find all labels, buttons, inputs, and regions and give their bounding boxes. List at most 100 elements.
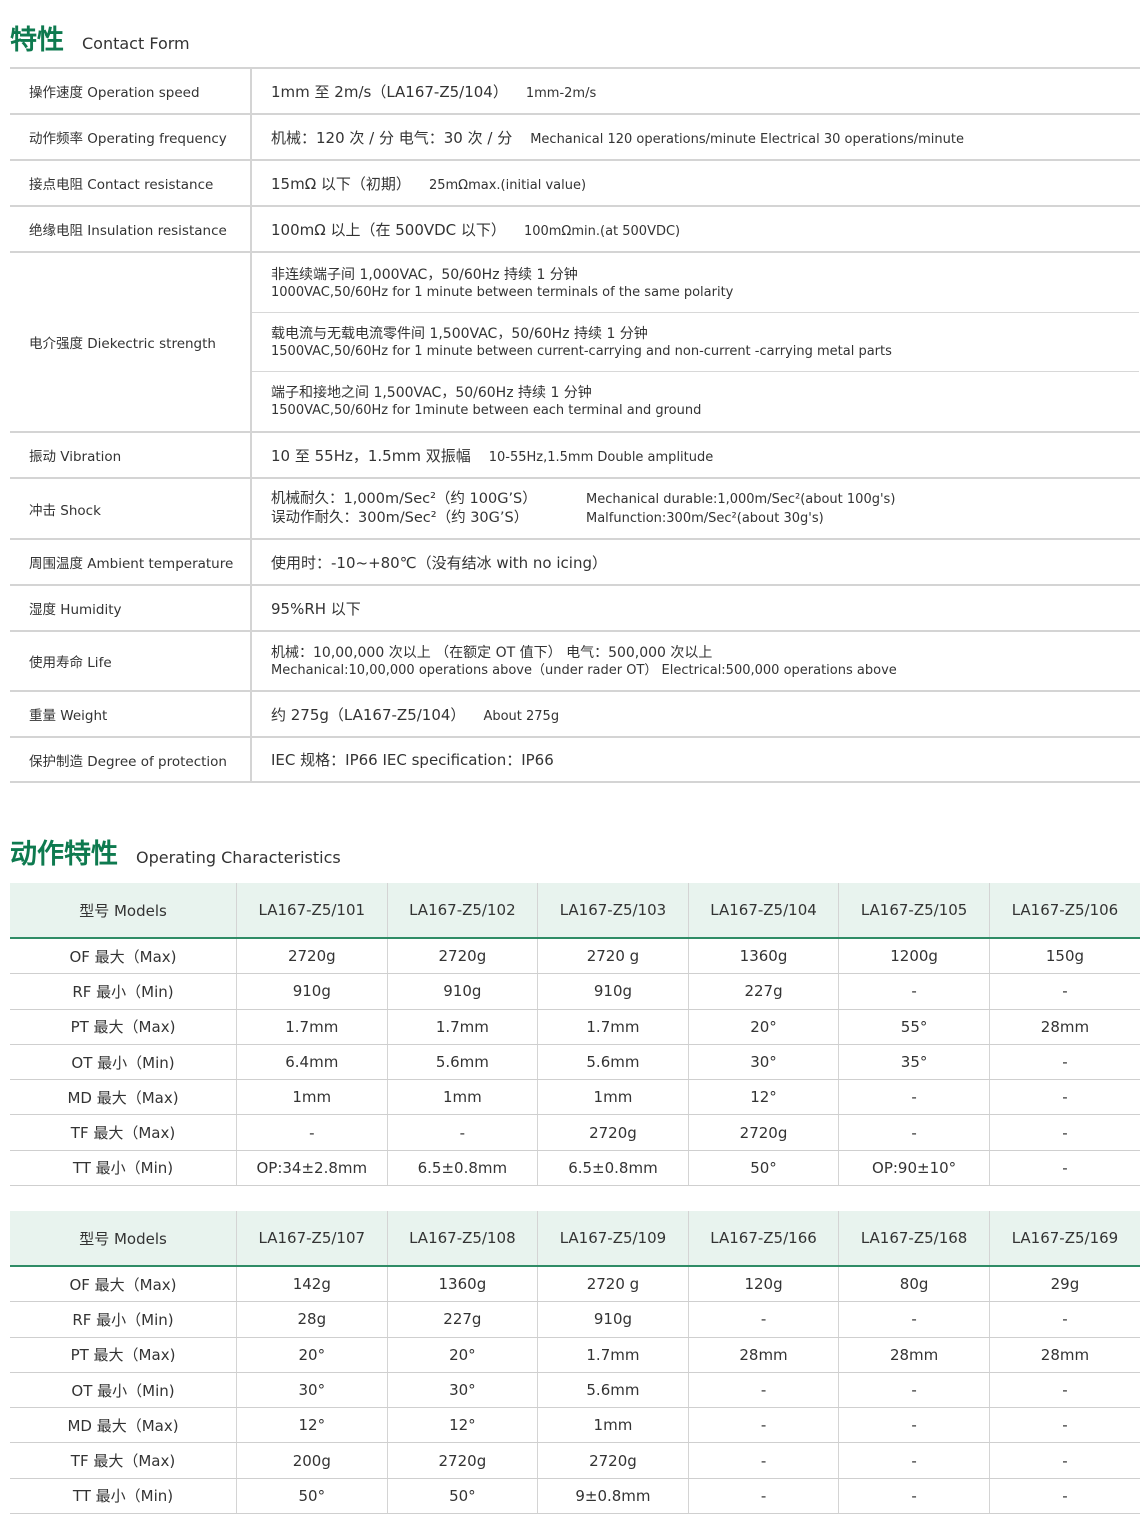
- table-body: OF 最大（Max) 142g 1360g 2720 g 120g 80g 29g RF 最小…: [10, 1266, 1140, 1515]
- section-title-en: Operating Characteristics: [136, 848, 341, 867]
- table-cell: OP:90±10°: [838, 1150, 990, 1187]
- parameter-label: RF 最小（Min): [10, 1301, 237, 1338]
- parameter-label: OT 最小（Min): [10, 1044, 237, 1081]
- table-body: OF 最大（Max) 2720g 2720g 2720 g 1360g 1200g 150g…: [10, 938, 1140, 1187]
- model-header: LA167-Z5/101: [236, 883, 388, 939]
- table-cell: -: [688, 1301, 840, 1338]
- model-header: LA167-Z5/104: [688, 883, 840, 939]
- table-row: PT 最大（Max) 20° 20° 1.7mm 28mm 28mm 28mm: [10, 1337, 1140, 1373]
- table-cell: -: [838, 973, 990, 1010]
- table-row: OF 最大（Max) 142g 1360g 2720 g 120g 80g 29g: [10, 1266, 1140, 1303]
- spec-label: 绝缘电阻 Insulation resistance: [10, 205, 252, 253]
- header-row: 型号 Models LA167-Z5/101 LA167-Z5/102 LA167-Z…: [10, 883, 1140, 939]
- value-main: 约 275g（LA167-Z5/104）: [271, 705, 466, 724]
- value-main: 1mm 至 2m/s（LA167-Z5/104）: [271, 82, 508, 101]
- value-sub: About 275g: [483, 708, 560, 724]
- models-label-header: 型号 Models: [10, 883, 237, 939]
- parameter-label: OF 最大（Max): [10, 938, 237, 975]
- table-cell: 12°: [688, 1079, 840, 1116]
- table-cell: 142g: [236, 1266, 388, 1303]
- dielectric-item: 非连续端子间 1,000VAC，50/60Hz 持续 1 分钟 1000VAC,5…: [252, 254, 1139, 313]
- table-cell: 910g: [387, 973, 539, 1010]
- spec-label: 冲击 Shock: [10, 477, 252, 540]
- value-zh: 端子和接地之间 1,500VAC，50/60Hz 持续 1 分钟: [271, 385, 592, 401]
- table-cell: 1360g: [688, 938, 840, 975]
- value-main: 10 至 55Hz，1.5mm 双振幅: [271, 446, 471, 465]
- table-cell: 80g: [838, 1266, 990, 1303]
- table-cell: 12°: [236, 1407, 388, 1444]
- spec-row: 使用寿命 Life 机械：10,00,000 次以上 （在额定 OT 值下） 电气…: [10, 630, 1140, 692]
- spec-table: 操作速度 Operation speed 1mm 至 2m/s（LA167-Z5/…: [10, 67, 1140, 783]
- spec-value: 机械耐久：1,000m/Sec²（约 100G’S） Mechanical dur…: [251, 477, 1140, 540]
- dielectric-item: 载电流与无载电流零件间 1,500VAC，50/60Hz 持续 1 分钟 1500…: [252, 313, 1139, 372]
- table-row: RF 最小（Min) 910g 910g 910g 227g - -: [10, 973, 1140, 1010]
- spec-label: 使用寿命 Life: [10, 630, 252, 692]
- parameter-label: PT 最大（Max): [10, 1009, 237, 1045]
- table-cell: 200g: [236, 1442, 388, 1479]
- parameter-label: OT 最小（Min): [10, 1372, 237, 1409]
- table-row: MD 最大（Max) 12° 12° 1mm - - -: [10, 1407, 1140, 1444]
- model-header: LA167-Z5/109: [537, 1211, 689, 1267]
- section-title-zh: 特性: [10, 25, 64, 56]
- table-cell: OP:34±2.8mm: [236, 1150, 388, 1187]
- table-cell: 2720g: [387, 1442, 539, 1479]
- value-main: 机械：120 次 / 分 电气：30 次 / 分: [271, 128, 513, 147]
- value-zh: 机械耐久：1,000m/Sec²（约 100G’S）: [271, 490, 537, 507]
- table-cell: 6.4mm: [236, 1044, 388, 1081]
- model-header: LA167-Z5/106: [989, 883, 1140, 939]
- operating-table-2: 型号 Models LA167-Z5/107 LA167-Z5/108 LA167-Z…: [10, 1211, 1140, 1515]
- spec-value: 95%RH 以下: [251, 584, 1140, 632]
- table-cell: -: [989, 973, 1140, 1010]
- table-row: TT 最小（Min) OP:34±2.8mm 6.5±0.8mm 6.5±0.8mm 5…: [10, 1150, 1140, 1187]
- spec-row: 保护制造 Degree of protection IEC 规格：IP66 IEC…: [10, 736, 1140, 783]
- table-cell: 6.5±0.8mm: [537, 1150, 689, 1187]
- table-cell: 50°: [236, 1478, 388, 1515]
- table-cell: 1mm: [537, 1079, 689, 1116]
- spec-value: 约 275g（LA167-Z5/104） About 275g: [251, 690, 1140, 738]
- spec-value: 机械：120 次 / 分 电气：30 次 / 分 Mechanical 120 o…: [251, 113, 1140, 161]
- table-cell: -: [688, 1442, 840, 1479]
- table-cell: -: [387, 1114, 539, 1151]
- spec-label: 周围温度 Ambient temperature: [10, 538, 252, 586]
- models-label-header: 型号 Models: [10, 1211, 237, 1267]
- spec-value: 1mm 至 2m/s（LA167-Z5/104） 1mm-2m/s: [251, 67, 1140, 115]
- table-cell: 30°: [236, 1372, 388, 1409]
- table-cell: 50°: [688, 1150, 840, 1187]
- parameter-label: PT 最大（Max): [10, 1337, 237, 1373]
- operating-table-1: 型号 Models LA167-Z5/101 LA167-Z5/102 LA167-Z…: [10, 883, 1140, 1187]
- table-cell: 2720g: [537, 1114, 689, 1151]
- value-en: 1500VAC,50/60Hz for 1minute between each…: [271, 403, 702, 418]
- table-cell: -: [838, 1407, 990, 1444]
- table-cell: 55°: [838, 1009, 990, 1045]
- value-en: Mechanical:10,00,000 operations above（un…: [271, 663, 897, 678]
- table-cell: 2720 g: [537, 938, 689, 975]
- table-cell: 227g: [688, 973, 840, 1010]
- table-row: PT 最大（Max) 1.7mm 1.7mm 1.7mm 20° 55° 28mm: [10, 1009, 1140, 1045]
- value-main: 使用时：-10~+80℃（没有结冰 with no icing）: [271, 553, 607, 572]
- table-cell: 5.6mm: [537, 1044, 689, 1081]
- table-cell: 1mm: [387, 1079, 539, 1116]
- table-cell: 150g: [989, 938, 1140, 975]
- table-row: OT 最小（Min) 30° 30° 5.6mm - - -: [10, 1372, 1140, 1409]
- value-en: 1500VAC,50/60Hz for 1 minute between cur…: [271, 344, 892, 359]
- value-sub: 1mm-2m/s: [525, 85, 597, 101]
- spec-value: 机械：10,00,000 次以上 （在额定 OT 值下） 电气：500,000 …: [251, 630, 1140, 692]
- spec-label: 接点电阻 Contact resistance: [10, 159, 252, 207]
- parameter-label: TT 最小（Min): [10, 1478, 237, 1515]
- table-cell: 1.7mm: [236, 1009, 388, 1045]
- spec-label: 操作速度 Operation speed: [10, 67, 252, 115]
- model-header: LA167-Z5/169: [989, 1211, 1140, 1267]
- value-zh: 载电流与无载电流零件间 1,500VAC，50/60Hz 持续 1 分钟: [271, 326, 648, 342]
- model-header: LA167-Z5/107: [236, 1211, 388, 1267]
- table-cell: -: [236, 1114, 388, 1151]
- parameter-label: MD 最大（Max): [10, 1407, 237, 1444]
- table-cell: -: [838, 1114, 990, 1151]
- table-header: 型号 Models LA167-Z5/101 LA167-Z5/102 LA167-Z…: [10, 883, 1140, 939]
- table-cell: 5.6mm: [387, 1044, 539, 1081]
- table-cell: 28mm: [688, 1337, 840, 1373]
- spec-row: 接点电阻 Contact resistance 15mΩ 以下（初期） 25mΩma…: [10, 159, 1140, 207]
- table-cell: -: [989, 1478, 1140, 1515]
- spec-value: 15mΩ 以下（初期） 25mΩmax.(initial value): [251, 159, 1140, 207]
- section-title-operating-characteristics: 动作特性 Operating Characteristics: [10, 832, 341, 871]
- parameter-label: MD 最大（Max): [10, 1079, 237, 1116]
